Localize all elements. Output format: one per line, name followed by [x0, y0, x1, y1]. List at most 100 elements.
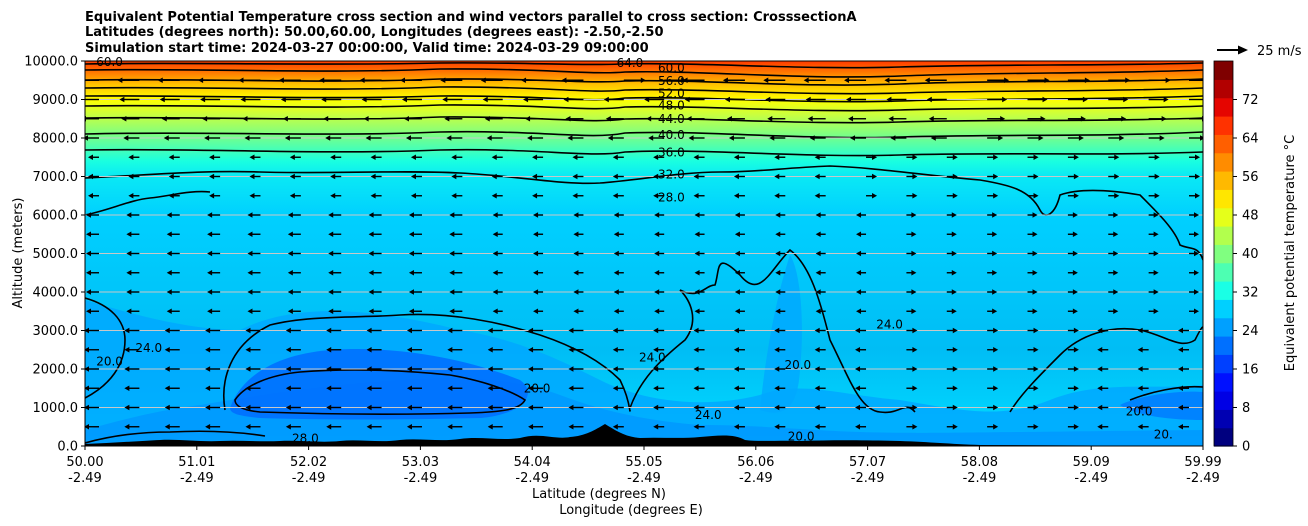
wind-vector	[774, 192, 786, 199]
wind-vector	[693, 423, 705, 430]
wind-vector	[946, 423, 958, 430]
wind-vector	[1067, 192, 1079, 199]
wind-vector	[844, 77, 867, 84]
x-tick-label-lat: 58.08	[961, 455, 998, 470]
wind-vector	[325, 135, 342, 141]
wind-vector	[86, 231, 99, 238]
wind-vector	[486, 135, 503, 141]
coldest-region	[230, 349, 528, 420]
wind-vector	[533, 289, 544, 295]
wind-vector	[946, 346, 958, 353]
wind-vector	[449, 231, 463, 238]
wind-vector	[86, 269, 99, 276]
wind-vector	[774, 366, 786, 372]
wind-vector	[693, 327, 705, 334]
wind-vector	[987, 269, 998, 276]
wind-vector	[247, 231, 261, 238]
wind-vector	[906, 173, 918, 180]
wind-vector	[684, 96, 705, 103]
wind-vector	[1148, 269, 1159, 276]
y-tick-label: 5000.0	[33, 247, 79, 262]
wind-vector	[491, 173, 503, 180]
wind-vector	[410, 154, 422, 161]
contour-24-west	[85, 297, 126, 399]
wind-vector	[568, 423, 584, 430]
wind-vector	[326, 385, 342, 392]
wind-vector	[733, 154, 745, 161]
wind-vector	[1137, 404, 1149, 411]
wind-vector	[328, 250, 342, 257]
wind-vector	[1189, 98, 1203, 101]
wind-vector	[694, 269, 705, 276]
x-tick-label-lon: -2.49	[180, 471, 214, 486]
wind-scale-label: 25 m/s	[1257, 44, 1302, 59]
wind-vector	[946, 308, 957, 315]
wind-vector	[815, 289, 826, 295]
x-tick-label-lat: 54.04	[514, 455, 551, 470]
wind-vector	[1097, 327, 1109, 334]
wind-vector	[572, 154, 584, 161]
wind-vector	[774, 346, 786, 353]
wind-vector	[368, 308, 382, 315]
wind-vector	[370, 173, 382, 180]
wind-vector	[1067, 327, 1079, 334]
y-tick-label: 1000.0	[33, 401, 79, 416]
wind-vector	[85, 366, 99, 372]
y-axis-label: Altitude (meters)	[11, 198, 26, 309]
contour-label: 24.0	[639, 350, 666, 364]
wind-vector	[644, 96, 665, 103]
wind-vector	[906, 192, 918, 199]
wind-vector	[946, 212, 957, 218]
wind-vector	[451, 192, 463, 199]
wind-vector	[1189, 173, 1200, 180]
wind-vector	[85, 385, 99, 392]
wind-vector	[124, 423, 140, 430]
wind-vector	[487, 404, 503, 411]
colorbar-segment	[1214, 372, 1233, 392]
wind-vector	[809, 135, 826, 141]
wind-vectors	[85, 77, 1203, 430]
wind-vector	[249, 192, 261, 199]
wind-vector	[247, 269, 261, 276]
wind-vector	[906, 327, 918, 334]
wind-vector	[856, 289, 867, 295]
wind-vector	[924, 77, 947, 84]
wind-vector	[126, 269, 140, 276]
wind-vector	[815, 308, 826, 315]
wind-vector	[533, 212, 544, 218]
contour-44	[85, 104, 1203, 112]
wind-vector	[612, 385, 624, 392]
colorbar-tick-label: 72	[1242, 93, 1259, 108]
coldest-region-east	[1120, 391, 1203, 420]
wind-vector	[207, 269, 221, 276]
wind-vector	[209, 192, 221, 199]
contour-labels: 60.0 64.0 60.056.052.048.044.040.036.032.0…	[96, 55, 1173, 446]
colorbar-segment	[1214, 207, 1233, 227]
wind-vector	[491, 192, 503, 199]
wind-vector	[814, 327, 826, 334]
wind-vector	[568, 366, 584, 372]
wind-vector	[285, 346, 301, 353]
x-tick-label-lon: -2.49	[1074, 471, 1108, 486]
wind-vector	[408, 212, 422, 218]
contour-label: 20.0	[784, 358, 811, 372]
x-tick-label-lon: -2.49	[963, 471, 997, 486]
wind-vector	[855, 346, 867, 353]
wind-vector	[1027, 173, 1039, 180]
wind-vector	[568, 385, 584, 392]
wind-vector	[1137, 327, 1149, 334]
wind-vector	[1067, 96, 1088, 103]
wind-vector	[888, 115, 907, 122]
wind-vector	[623, 77, 646, 84]
colorbar-segment	[1214, 189, 1233, 209]
wind-vector	[653, 192, 665, 199]
wind-vector	[368, 231, 382, 238]
wind-vector	[525, 115, 544, 122]
wind-vector	[406, 366, 422, 372]
wind-vector	[406, 346, 422, 353]
x-tick-label-lat: 53.03	[402, 455, 439, 470]
wind-vector	[987, 115, 1006, 122]
wind-vector	[361, 96, 382, 103]
contour-label: 36.0	[658, 146, 685, 160]
wind-vector	[856, 250, 867, 257]
